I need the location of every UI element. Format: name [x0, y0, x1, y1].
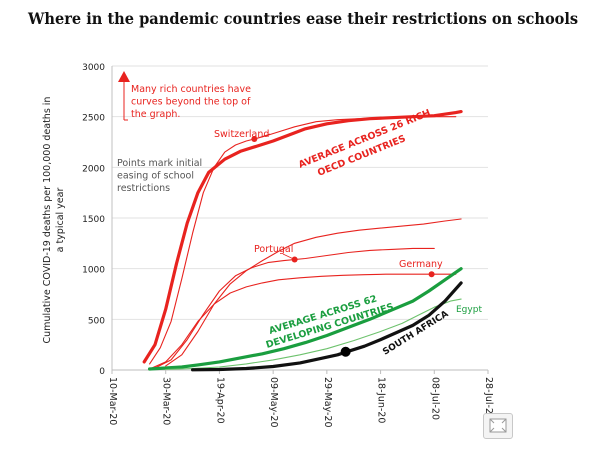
annotation-points-line: Points mark initial [117, 158, 202, 169]
label-switzerland: Switzerland [214, 129, 269, 140]
series-line [165, 218, 462, 367]
series-line [149, 273, 457, 370]
series-line [165, 298, 462, 371]
expand-button[interactable] [483, 413, 513, 439]
x-tick-label: 29-May-20 [322, 377, 333, 428]
x-tick-label: 08-Jul-20 [429, 377, 440, 420]
series-marker [340, 346, 351, 357]
x-tick-label: 30-Mar-20 [161, 377, 172, 425]
series-marker [428, 271, 435, 278]
series-line [148, 267, 463, 371]
page-title: Where in the pandemic countries ease the… [28, 9, 579, 28]
arrow-up-icon [118, 71, 130, 82]
y-tick-label: 0 [99, 367, 105, 377]
x-tick-label: 28-Jul-20 [483, 377, 494, 420]
x-tick-label: 19-Apr-20 [214, 377, 225, 424]
y-tick-label: 2500 [82, 114, 105, 124]
label-germany: Germany [399, 259, 443, 270]
y-tick-label: 1000 [82, 266, 105, 276]
y-tick-label: 2000 [82, 164, 105, 174]
expand-icon [489, 418, 507, 433]
annotation-rich-line: the graph. [131, 109, 180, 120]
annotation-rich-line: Many rich countries have [131, 84, 251, 95]
y-tick-label: 500 [88, 316, 105, 326]
label-leader [254, 133, 271, 140]
series-line [154, 247, 435, 369]
x-tick-label: 18-Jun-20 [376, 377, 387, 423]
annotation-points-line: restrictions [117, 183, 170, 194]
label-leader [282, 253, 295, 260]
series-marker [251, 135, 258, 142]
label-egypt: Egypt [456, 305, 482, 315]
series-line [142, 110, 463, 364]
y-axis-label-line2: a typical year [55, 188, 66, 253]
y-axis-label-line1: Cumulative COVID-19 deaths per 100,000 d… [42, 97, 53, 344]
annotation-points-line: easing of school [117, 171, 194, 182]
x-tick-label: 09-May-20 [268, 377, 279, 428]
annotation-rich-line: curves beyond the top of [131, 97, 251, 108]
x-tick-label: 10-Mar-20 [107, 377, 118, 425]
y-tick-label: 3000 [82, 63, 105, 73]
y-tick-label: 1500 [82, 215, 105, 225]
label-portugal: Portugal [254, 244, 293, 255]
